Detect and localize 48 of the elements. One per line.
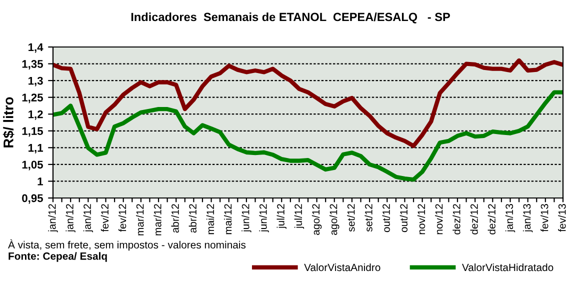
x-tick-label: set/12 [364, 204, 372, 232]
x-tick-label: mai/12 [224, 204, 232, 234]
legend-label: ValorVistaHidratado [462, 263, 554, 272]
y-tick-label: 1,05 [22, 160, 43, 170]
x-tick-label: jul/12 [294, 204, 304, 229]
x-tick-label: jan/13 [522, 204, 533, 232]
x-tick-label: mai/12 [206, 204, 214, 234]
y-tick-label: 1,1 [28, 144, 43, 154]
x-tick-label: jan/12 [83, 204, 94, 232]
x-tick-label: fev/13 [558, 204, 566, 232]
x-tick-label: jan/12 [48, 204, 58, 232]
y-tick-label: 0,95 [22, 194, 43, 204]
x-tick-label: dez/12 [470, 204, 478, 234]
x-tick-label: out/12 [382, 204, 390, 232]
y-tick-label: 1,4 [28, 43, 44, 53]
legend-label: ValorVistaAnidro [304, 263, 380, 272]
line-series [53, 90, 563, 182]
x-tick-label: ago/12 [330, 204, 340, 235]
x-tick-label: jun/12 [242, 204, 252, 232]
x-tick-label: jul/12 [276, 204, 286, 229]
x-tick-label: out/12 [400, 204, 408, 232]
x-tick-label: mar/12 [136, 204, 144, 236]
x-tick-label: ago/12 [312, 204, 322, 235]
x-tick-label: fev/12 [118, 204, 126, 232]
y-tick-label: 1,2 [28, 110, 43, 120]
x-tick-label: abr/12 [188, 204, 196, 233]
text: À vista, sem frete, sem impostos - valores nominais [8, 239, 246, 251]
x-tick-label: nov/12 [435, 204, 443, 234]
y-tick-label: 1,35 [22, 60, 43, 70]
y-tick-label: 1,25 [22, 94, 43, 104]
y-axis-title: R$/ litro [2, 97, 14, 148]
line-series [53, 58, 563, 148]
x-tick-label: nov/12 [417, 204, 426, 234]
source-note: Fonte: Cepea/ Esalq [8, 252, 107, 262]
x-tick-label: dez/12 [488, 204, 496, 234]
x-tick-label: mar/12 [154, 204, 162, 236]
y-tick-label: 1,3 [28, 76, 43, 86]
x-tick-label: fev/12 [100, 204, 109, 232]
x-tick-label: dez/12 [452, 204, 460, 234]
x-tick-label: fev/13 [540, 204, 548, 232]
y-tick-label: 1 [38, 178, 43, 186]
x-tick-label: set/12 [347, 204, 355, 232]
x-tick-label: jun/12 [259, 204, 269, 232]
chart-title: Indicadores Semanais de ETANOL CEPEA/ESALQ - SP [131, 12, 450, 24]
x-tick-label: jan/13 [505, 204, 516, 232]
x-tick-label: jan/12 [66, 204, 76, 232]
x-tick-label: abr/12 [171, 204, 179, 233]
y-tick-label: 1,15 [22, 127, 43, 137]
